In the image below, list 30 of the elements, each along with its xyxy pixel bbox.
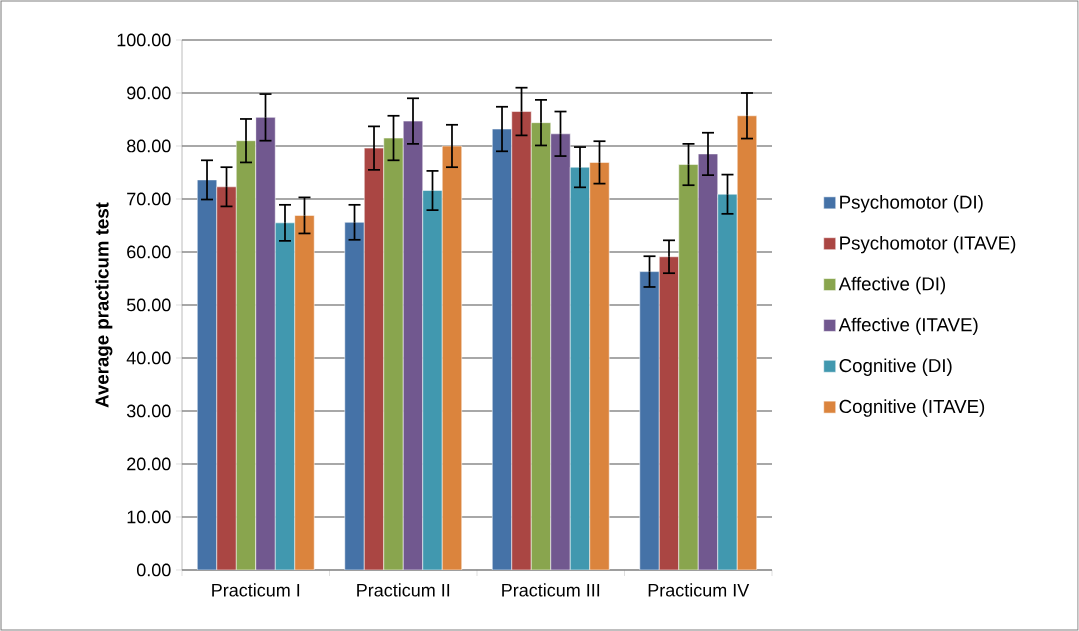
y-tick-label: 10.00 <box>127 510 171 524</box>
y-tick-label: 60.00 <box>127 245 171 259</box>
legend-label: Psychomotor (ITAVE) <box>840 235 1016 254</box>
bar <box>717 193 738 570</box>
bar <box>402 120 424 570</box>
x-tick-label: Practicum III <box>502 583 600 597</box>
legend-label: Affective (ITAVE) <box>838 317 978 336</box>
y-tick-label: 80.00 <box>127 139 171 153</box>
y-tick-label: 0.00 <box>136 563 171 577</box>
y-axis-title: Average practicum test <box>94 202 113 408</box>
y-tick-label: 30.00 <box>126 404 171 418</box>
x-tick-label: Practicum II <box>357 583 450 597</box>
y-tick-label: 20.00 <box>127 457 171 471</box>
legend-label: Cognitive (ITAVE) <box>839 399 985 417</box>
y-tick-label: 100.00 <box>117 33 171 47</box>
legend-label: Psychomotor (DI) <box>840 195 983 213</box>
y-tick-label: 50.00 <box>126 298 171 312</box>
x-tick-label: Practicum IV <box>648 583 750 597</box>
bar <box>274 222 296 570</box>
x-tick-label: Practicum I <box>212 583 300 597</box>
bar <box>550 133 571 570</box>
bar <box>255 117 276 570</box>
y-tick-label: 40.00 <box>126 351 171 365</box>
legend-label: Cognitive (DI) <box>839 358 952 376</box>
bar <box>569 166 591 570</box>
y-tick-label: 70.00 <box>127 192 171 206</box>
y-tick-label: 90.00 <box>127 86 171 100</box>
bar <box>697 153 719 570</box>
legend-label: Affective (DI) <box>838 276 946 295</box>
bar <box>422 190 443 570</box>
